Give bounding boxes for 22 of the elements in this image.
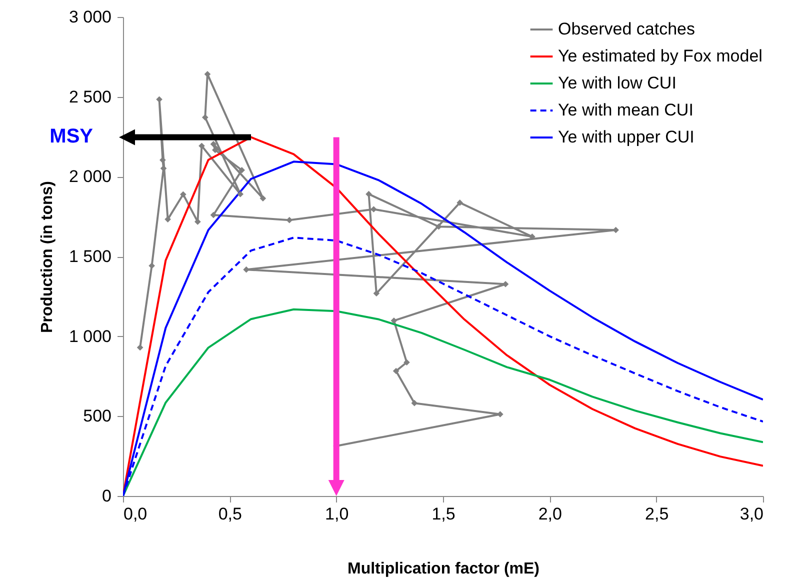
legend-label: Ye with low CUI [558,74,676,92]
y-tick-label: 0 [102,486,112,506]
x-tick-label: 2,0 [538,504,562,524]
legend-label: Ye with mean CUI [558,100,694,120]
y-tick-label: 3 000 [68,8,112,26]
x-tick-label: 1,5 [432,504,456,524]
x-tick-label: 0,5 [218,504,242,524]
legend-label: Observed catches [558,20,696,38]
x-tick-label: 3,0 [740,504,764,524]
y-axis-title: Production (in tons) [38,181,56,333]
x-tick-label: 2,5 [645,504,669,524]
y-tick-label: 500 [83,406,112,426]
x-tick-label: 0,0 [124,504,148,524]
y-tick-label: 2 000 [68,167,112,186]
y-tick-label: 1 000 [68,326,112,346]
legend-label: Ye estimated by Fox model [558,46,762,66]
y-tick-label: 1 500 [68,247,112,266]
y-tick-label: 2 500 [68,87,112,106]
text: MSY [50,126,94,148]
legend-label: Ye with upper CUI [558,128,694,146]
x-tick-label: 1,0 [325,504,349,524]
x-axis-title: Multiplication factor (mE) [348,560,540,578]
